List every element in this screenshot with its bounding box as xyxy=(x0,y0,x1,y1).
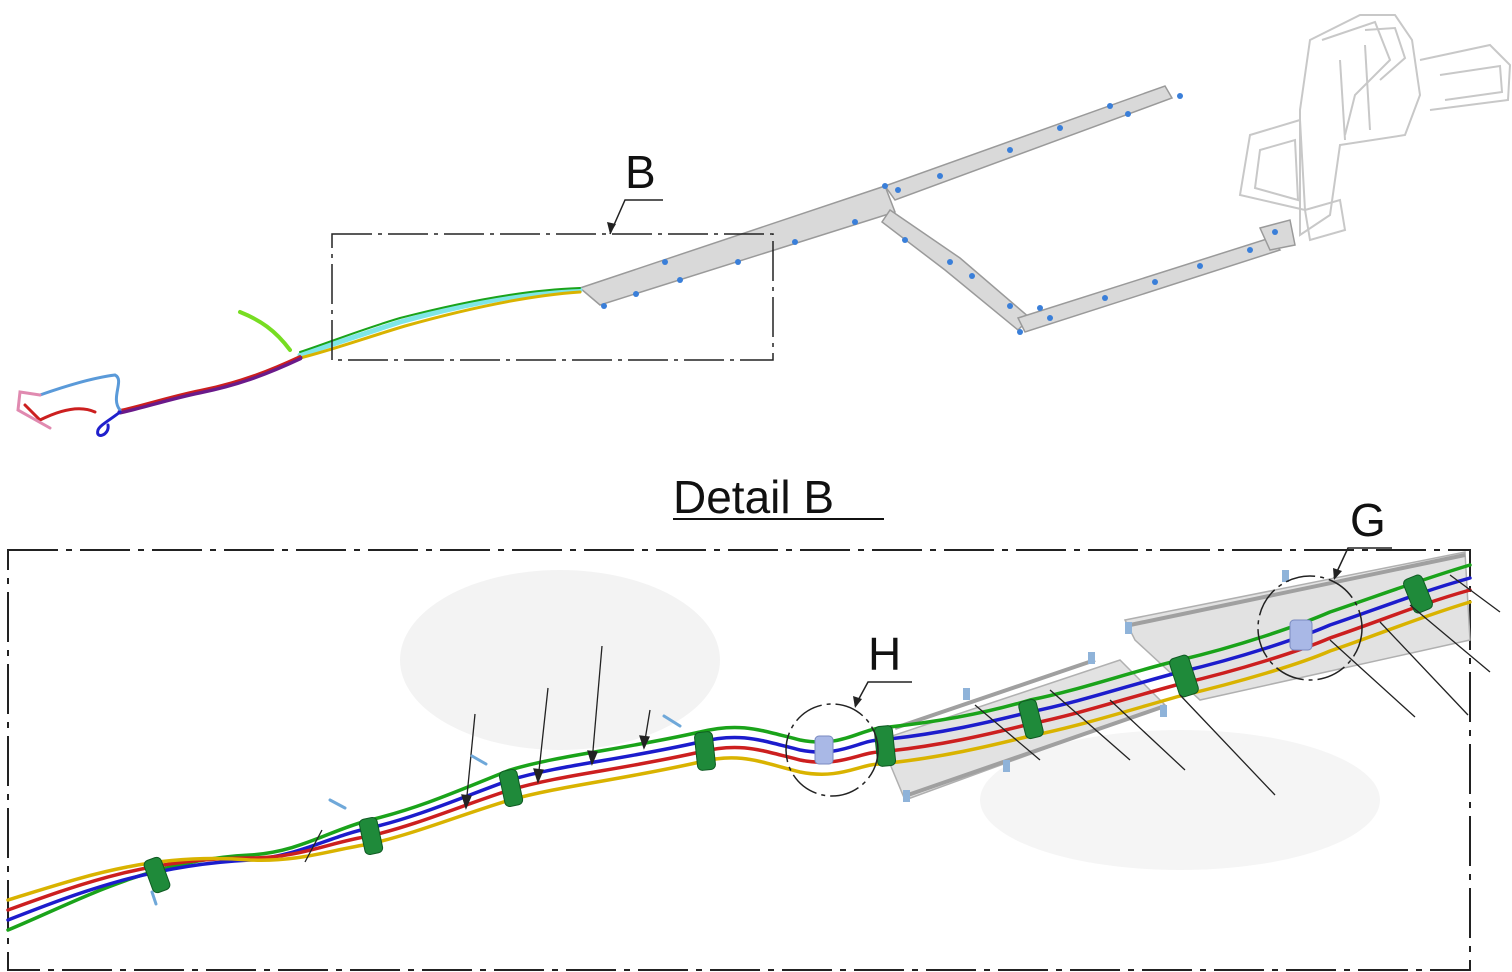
callout-g-arrowhead xyxy=(1333,568,1342,580)
background-shade xyxy=(400,570,720,750)
callout-h-label: H xyxy=(868,628,901,680)
cable-tray-network xyxy=(578,85,1296,333)
cable-clamps xyxy=(143,574,1434,894)
cable-clamp xyxy=(498,768,524,808)
detail-circle-h xyxy=(785,703,879,797)
cable-clamp xyxy=(1018,698,1044,740)
tray-fasteners xyxy=(601,93,1278,335)
machine-outline xyxy=(1238,14,1512,242)
detail-circle-g xyxy=(1257,575,1363,681)
callout-h-arrowhead xyxy=(853,696,862,708)
detail-title: Detail B xyxy=(673,471,834,523)
cable-clamp xyxy=(358,816,384,856)
cable-clamp xyxy=(694,731,716,771)
cable-blue xyxy=(6,576,1472,922)
detail-b-region-box xyxy=(331,233,774,361)
callout-g-label: G xyxy=(1350,494,1386,546)
tray-flanges xyxy=(894,553,1466,798)
tie-wraps xyxy=(150,714,682,906)
callout-h-leader xyxy=(854,681,912,707)
callout-b-label: B xyxy=(625,146,656,198)
cable-clamp xyxy=(873,725,897,767)
tray-bolts xyxy=(903,570,1289,802)
callout-g-leader xyxy=(1333,547,1392,579)
leader-arrows xyxy=(304,574,1501,863)
overview-view: B xyxy=(16,14,1512,437)
callout-b-leader xyxy=(609,199,663,235)
clip-h xyxy=(814,735,834,765)
cable-green xyxy=(6,563,1472,932)
cable-clamp xyxy=(143,856,171,894)
background-shade xyxy=(980,730,1380,870)
detail-b-view: H G xyxy=(6,494,1501,971)
callout-b-arrowhead xyxy=(607,222,616,234)
clip-g xyxy=(1289,619,1313,651)
wiring-harness-overview xyxy=(16,287,583,437)
cable-clamp xyxy=(1169,654,1199,698)
detail-b-frame xyxy=(7,549,1471,971)
cable-red xyxy=(6,588,1472,912)
cable-clamp xyxy=(1402,574,1434,614)
